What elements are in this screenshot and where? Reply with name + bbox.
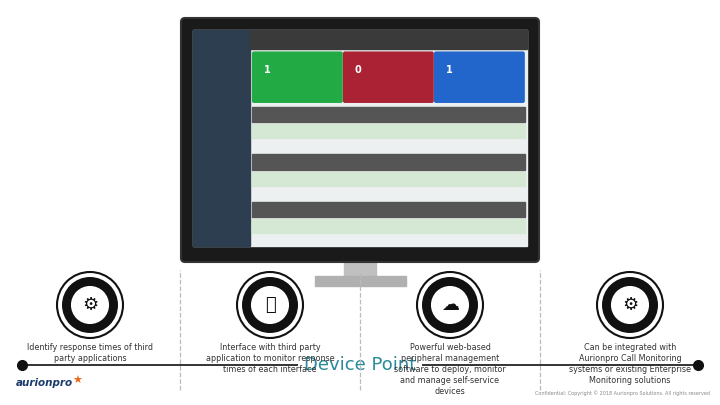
Text: Aurionpro Call Monitoring: Aurionpro Call Monitoring <box>579 354 681 363</box>
Text: application to monitor response: application to monitor response <box>206 354 334 363</box>
Bar <box>252 124 525 138</box>
Text: times of each interface: times of each interface <box>223 365 317 374</box>
Text: Device Point: Device Point <box>304 356 416 373</box>
Text: Monitoring solutions: Monitoring solutions <box>589 376 671 385</box>
Bar <box>252 107 525 122</box>
FancyBboxPatch shape <box>434 51 525 103</box>
Text: ⎙: ⎙ <box>265 296 275 314</box>
Text: ⚙: ⚙ <box>622 296 638 314</box>
Circle shape <box>71 286 109 324</box>
FancyBboxPatch shape <box>181 18 539 262</box>
Circle shape <box>611 286 649 324</box>
Text: ⚙: ⚙ <box>82 296 98 314</box>
Bar <box>252 202 525 217</box>
Text: Identify response times of third: Identify response times of third <box>27 343 153 352</box>
Text: ☁: ☁ <box>441 296 459 314</box>
Text: 1: 1 <box>446 65 452 75</box>
Circle shape <box>251 286 289 324</box>
Bar <box>344 258 376 276</box>
Text: software to deploy, monitor: software to deploy, monitor <box>394 365 506 374</box>
Bar <box>193 30 250 246</box>
Text: and manage self-service: and manage self-service <box>400 376 500 385</box>
Text: Can be integrated with: Can be integrated with <box>584 343 676 352</box>
Circle shape <box>242 277 298 333</box>
Text: 1: 1 <box>264 65 270 75</box>
Bar <box>252 219 525 233</box>
Circle shape <box>62 277 118 333</box>
Circle shape <box>422 277 478 333</box>
Bar <box>315 276 405 286</box>
Text: Confidential: Copyright © 2018 Aurionpro Solutions. All rights reserved: Confidential: Copyright © 2018 Aurionpro… <box>535 390 710 396</box>
Text: Powerful web-based: Powerful web-based <box>410 343 490 352</box>
Text: party applications: party applications <box>54 354 126 363</box>
Circle shape <box>602 277 658 333</box>
Bar <box>193 30 527 246</box>
Text: aurionpro: aurionpro <box>16 378 73 388</box>
Bar <box>252 154 525 170</box>
FancyBboxPatch shape <box>252 51 343 103</box>
Text: devices: devices <box>435 387 465 396</box>
FancyBboxPatch shape <box>343 51 434 103</box>
Text: peripheral management: peripheral management <box>401 354 499 363</box>
Circle shape <box>431 286 469 324</box>
Text: Interface with third party: Interface with third party <box>220 343 320 352</box>
Bar <box>252 172 525 185</box>
Text: ★: ★ <box>72 376 82 386</box>
Bar <box>250 30 527 49</box>
Text: systems or existing Enterprise: systems or existing Enterprise <box>569 365 691 374</box>
Text: 0: 0 <box>355 65 361 75</box>
